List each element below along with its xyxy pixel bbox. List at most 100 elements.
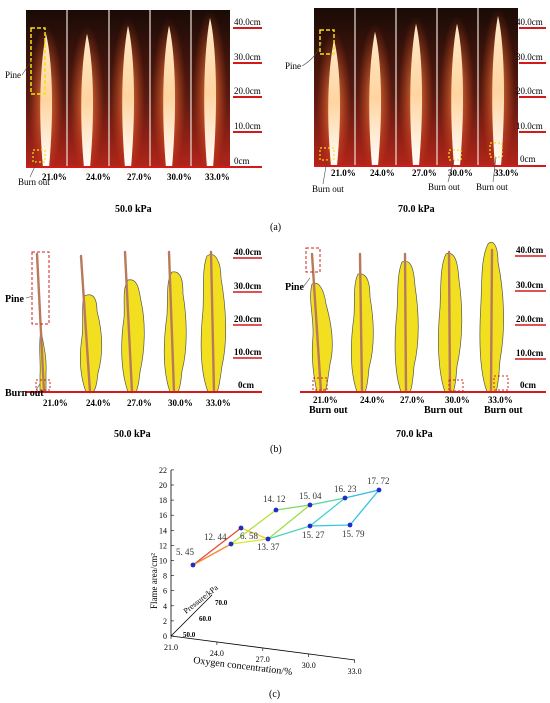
data-point	[190, 562, 196, 568]
scale-label: 40.0cm	[516, 245, 544, 255]
data-label: 15. 04	[299, 491, 322, 501]
z-tick-label: 70.0	[215, 599, 228, 607]
panel-caption: (c)	[269, 689, 280, 700]
y-tick-label: 18	[159, 496, 167, 505]
pressure-label: 70.0 kPa	[396, 429, 433, 440]
data-point	[228, 541, 234, 547]
y-tick-label: 2	[163, 617, 167, 626]
concentration-label: 33.0%	[206, 398, 231, 408]
outline-50kpa	[31, 250, 227, 394]
flame-core	[410, 23, 423, 166]
y-axis-label: Flame area/cm²	[149, 553, 159, 609]
y-tick-label: 0	[163, 632, 167, 641]
scale-50kpa-photo: 40.0cm 30.0cm 20.0cm 10.0cm 0cm	[26, 17, 262, 168]
concentration-label: 24.0%	[86, 398, 111, 408]
flame-core	[328, 39, 341, 166]
concentration-label: 27.0%	[400, 395, 425, 405]
data-label: 15. 79	[342, 529, 365, 539]
flame-core	[204, 17, 217, 169]
concentration-label: 27.0%	[412, 168, 437, 178]
scale-label: 10.0cm	[516, 348, 544, 358]
x-tick-label: 24.0	[210, 649, 224, 658]
scale-50kpa-outline: 40.0cm 30.0cm 20.0cm 10.0cm 0cm	[26, 247, 262, 393]
concentration-label: 33.0%	[494, 168, 519, 178]
photo-50kpa	[26, 9, 230, 176]
panel-a: 40.0cm 30.0cm 20.0cm 10.0cm 0cm Pine Bur…	[5, 7, 546, 233]
scale-label: 40.0cm	[234, 17, 261, 27]
burn-out-label: Burn out	[312, 184, 344, 194]
data-point	[273, 507, 279, 513]
chart-line	[192, 543, 232, 566]
y-tick-label: 4	[163, 602, 167, 611]
flame-core	[122, 25, 135, 168]
scale-label: 10.0cm	[234, 121, 261, 131]
concentration-label: 27.0%	[127, 172, 152, 182]
chart-line	[275, 504, 311, 511]
data-label: 17. 72	[367, 476, 390, 486]
data-point	[347, 522, 353, 528]
scale-label: 0cm	[234, 156, 250, 166]
burn-out-label: Burn out	[424, 405, 463, 416]
burn-out-label: Burn out	[309, 405, 348, 416]
concentration-label: 21.0%	[331, 168, 356, 178]
x-tick-label: 30.0	[302, 661, 316, 670]
y-tick-label: 16	[159, 511, 167, 520]
data-point	[376, 487, 382, 493]
chart-line	[230, 538, 269, 545]
concentration-label: 24.0%	[370, 168, 395, 178]
data-label: 12. 44	[204, 532, 227, 542]
data-label: 15. 27	[302, 530, 325, 540]
chart-line	[267, 504, 311, 540]
x-tick-label: 33.0	[348, 667, 362, 676]
concentration-label: 27.0%	[127, 398, 152, 408]
y-tick-label: 10	[159, 557, 167, 566]
z-tick-label: 60.0	[199, 615, 212, 623]
panel-c-chart: 0 2 4 6 8 10 12 14 16 18 20 22 21.0 24.0 27.0 30.0 33.0…	[149, 466, 390, 700]
chart-line	[309, 524, 351, 527]
scale-label: 30.0cm	[234, 281, 262, 291]
scale-label: 30.0cm	[516, 52, 543, 62]
x-axis-label: Oxygen concentration/%	[193, 655, 293, 678]
concentration-label: 21.0%	[43, 398, 68, 408]
pine-label: Pine	[285, 282, 304, 293]
flame-core	[81, 33, 94, 169]
scale-label: 10.0cm	[516, 121, 543, 131]
chart-line	[309, 497, 346, 527]
burn-out-label: Burn out	[428, 182, 460, 192]
panel-caption: (b)	[270, 444, 282, 455]
y-tick-label: 14	[159, 526, 167, 535]
concentration-label: 33.0%	[488, 395, 513, 405]
data-label: 6. 58	[240, 531, 259, 541]
concentration-label: 24.0%	[86, 172, 111, 182]
x-tick-label: 27.0	[256, 655, 270, 664]
data-point	[238, 525, 244, 531]
scale-label: 0cm	[520, 380, 536, 390]
photo-70kpa	[314, 7, 518, 174]
scale-70kpa-outline: 40.0cm 30.0cm 20.0cm 10.0cm 0cm	[300, 245, 546, 393]
data-point	[307, 502, 313, 508]
y-tick-label: 22	[159, 466, 167, 475]
scale-label: 40.0cm	[516, 17, 543, 27]
scale-label: 0cm	[520, 154, 536, 164]
scale-label: 20.0cm	[234, 86, 261, 96]
scale-label: 0cm	[238, 380, 254, 390]
panel-b: 40.0cm 30.0cm 20.0cm 10.0cm 0cm Pine Bur…	[5, 241, 546, 455]
concentration-label: 30.0%	[167, 172, 192, 182]
scale-label: 20.0cm	[516, 86, 543, 96]
chart-line	[344, 489, 380, 499]
data-point	[342, 495, 348, 501]
pine-label: Pine	[5, 294, 24, 305]
y-tick-label: 12	[159, 541, 167, 550]
data-label: 5. 45	[176, 547, 195, 557]
chart-line	[349, 489, 380, 526]
burn-out-label: Burn out	[476, 182, 508, 192]
chart-line	[230, 509, 277, 545]
data-point	[265, 536, 271, 542]
pine-label: Pine	[5, 70, 21, 80]
data-label: 13. 37	[257, 542, 280, 552]
outline-70kpa	[305, 241, 509, 394]
scale-label: 20.0cm	[234, 314, 262, 324]
flame-core	[451, 23, 464, 166]
pressure-label: 50.0 kPa	[115, 204, 152, 215]
